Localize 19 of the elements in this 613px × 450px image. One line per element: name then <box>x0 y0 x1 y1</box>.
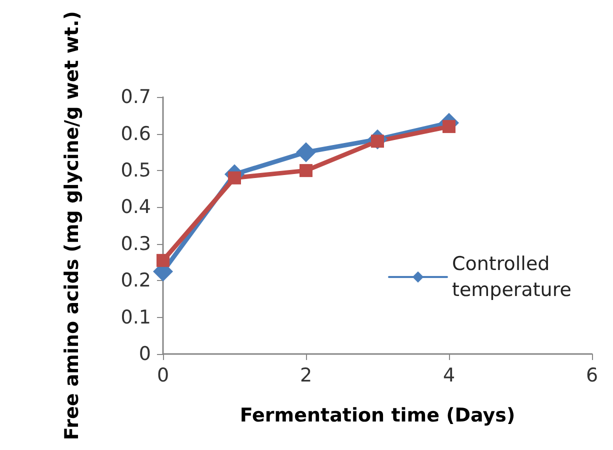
point <box>300 164 312 178</box>
x-tick-label: 6 <box>586 364 598 386</box>
x-tick-label: 2 <box>300 364 312 386</box>
y-tick-label: 0.3 <box>120 232 151 255</box>
y-tick-label: 0.2 <box>120 270 151 292</box>
x-axis-title: Fermentation time (Days) <box>240 404 516 426</box>
point <box>442 120 456 134</box>
legend-label: Controlled temperature <box>452 253 572 301</box>
y-tick-label: 0.1 <box>120 306 151 328</box>
y-tick-label: 0.6 <box>120 122 151 145</box>
x-tick-label: 0 <box>156 364 170 386</box>
point <box>156 254 170 267</box>
y-tick-label: 0.4 <box>120 196 151 218</box>
y-axis-title: Free amino acids (mg glycine/g wet wt.) <box>61 10 83 440</box>
y-tick-label: 0.5 <box>120 160 151 182</box>
x-tick-label: 4 <box>442 364 456 386</box>
y-tick-label: 0.7 <box>120 86 151 108</box>
y-tick-label: 0 <box>138 343 151 365</box>
point <box>296 142 316 162</box>
